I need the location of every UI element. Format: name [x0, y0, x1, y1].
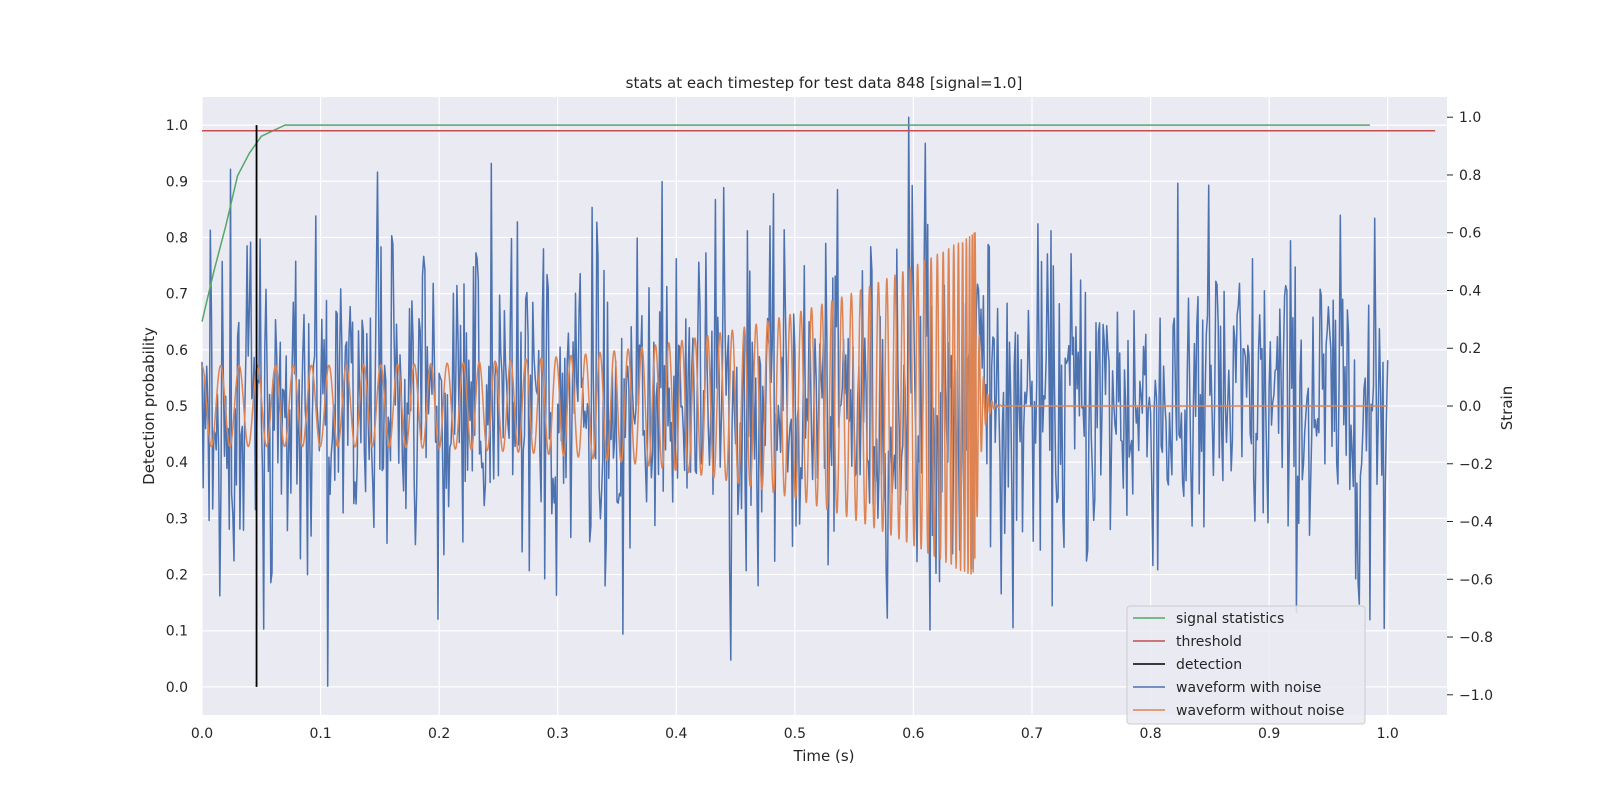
x-tick-label: 0.3	[547, 726, 569, 742]
y-right-tick-label: 0.6	[1459, 226, 1481, 242]
x-axis-ticks: 0.0 0.1 0.2 0.3 0.4 0.5 0.6 0.7 0.8 0.9 1.0	[191, 726, 1399, 742]
x-tick-label: 1.0	[1377, 726, 1399, 742]
line-waveform-with-noise	[201, 116, 1389, 687]
y-right-tick-label: 0.2	[1459, 341, 1481, 357]
x-tick-label: 0.9	[1258, 726, 1280, 742]
x-tick-label: 0.5	[784, 726, 806, 742]
x-tick-label: 0.7	[1021, 726, 1043, 742]
series-waveform-with-noise	[201, 116, 1389, 687]
y-axis-right-ticks: −1.0 −0.8 −0.6 −0.4 −0.2 0.0 0.2 0.4 0.6 0.8 1.0	[1447, 110, 1493, 704]
legend-label-clean: waveform without noise	[1176, 703, 1344, 719]
chart-title: stats at each timestep for test data 848…	[626, 74, 1023, 92]
line-waveform-without-noise	[201, 231, 1389, 575]
y-right-tick-label: −0.4	[1459, 515, 1493, 531]
x-tick-label: 0.6	[902, 726, 924, 742]
y-left-tick-label: 0.6	[166, 343, 188, 359]
y-axis-left-label: Detection probability	[140, 327, 158, 485]
legend-label-threshold: threshold	[1176, 634, 1242, 650]
y-left-tick-label: 1.0	[166, 118, 188, 134]
y-axis-right-label: Strain	[1498, 386, 1516, 430]
y-left-tick-label: 0.0	[166, 680, 188, 696]
y-left-tick-label: 0.5	[166, 399, 188, 415]
y-left-tick-label: 0.7	[166, 287, 188, 303]
y-right-tick-label: 0.0	[1459, 399, 1481, 415]
legend-label-signal: signal statistics	[1176, 611, 1284, 627]
legend: signal statistics threshold detection wa…	[1126, 605, 1366, 725]
x-tick-label: 0.8	[1139, 726, 1161, 742]
series-signal-statistics	[201, 124, 1370, 322]
legend-box	[1126, 605, 1366, 725]
y-left-tick-label: 0.9	[166, 174, 188, 190]
y-right-tick-label: 1.0	[1459, 110, 1481, 126]
y-right-tick-label: −0.2	[1459, 457, 1493, 473]
y-axis-left-ticks: 0.0 0.1 0.2 0.3 0.4 0.5 0.6 0.7 0.8 0.9 1.0	[166, 118, 188, 696]
y-right-tick-label: −0.8	[1459, 630, 1493, 646]
x-tick-label: 0.1	[309, 726, 331, 742]
x-axis-label: Time (s)	[793, 747, 855, 765]
y-left-tick-label: 0.3	[166, 511, 188, 527]
legend-label-noisy: waveform with noise	[1176, 680, 1321, 696]
x-tick-label: 0.0	[191, 726, 213, 742]
y-left-tick-label: 0.2	[166, 568, 188, 584]
series-waveform-without-noise	[201, 231, 1389, 575]
line-signal-statistics	[201, 124, 1370, 322]
y-right-tick-label: 0.4	[1459, 283, 1481, 299]
y-left-tick-label: 0.8	[166, 230, 188, 246]
y-right-tick-label: 0.8	[1459, 168, 1481, 184]
y-left-tick-label: 0.4	[166, 455, 188, 471]
y-right-tick-label: −0.6	[1459, 572, 1493, 588]
legend-label-detection: detection	[1176, 657, 1242, 673]
x-tick-label: 0.2	[428, 726, 450, 742]
y-left-tick-label: 0.1	[166, 624, 188, 640]
y-right-tick-label: −1.0	[1459, 688, 1493, 704]
x-tick-label: 0.4	[665, 726, 687, 742]
